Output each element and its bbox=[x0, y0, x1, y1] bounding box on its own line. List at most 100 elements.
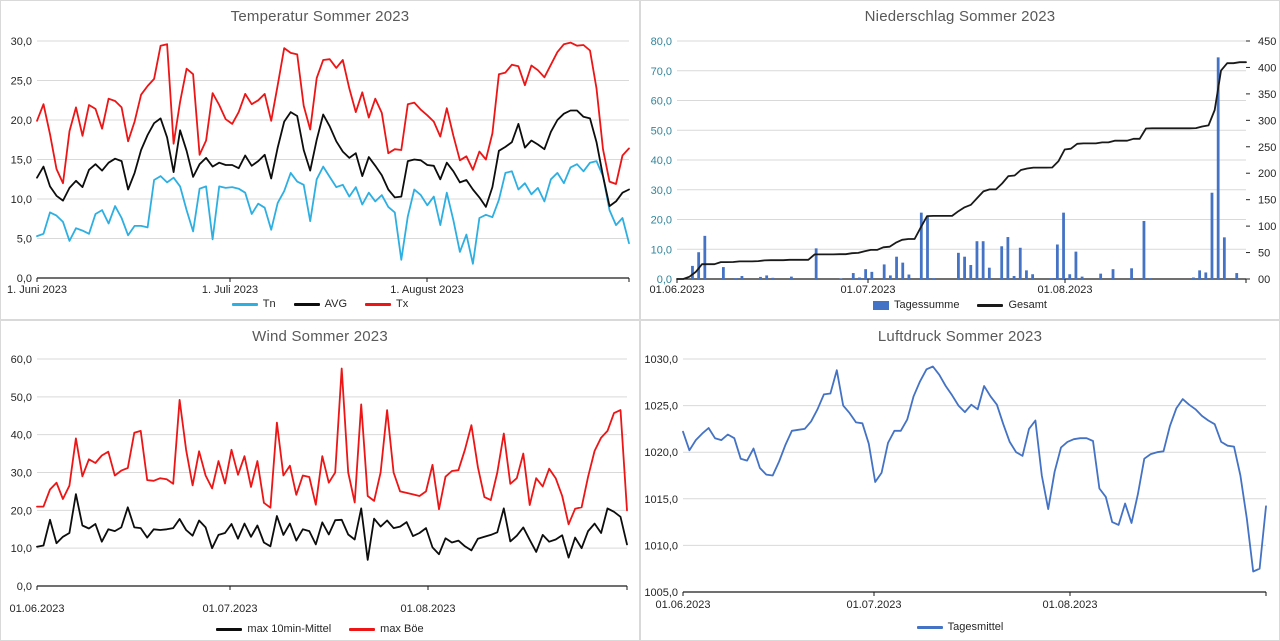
series-Tagesmittel bbox=[682, 365, 1267, 573]
legend-item-AVG: AVG bbox=[293, 298, 348, 310]
bar bbox=[1210, 192, 1214, 279]
y2-axis-label: 400 bbox=[1258, 62, 1276, 74]
bar bbox=[864, 269, 868, 279]
y2-axis-label: 450 bbox=[1258, 36, 1276, 48]
x-axis-label: 01.06.2023 bbox=[9, 603, 64, 615]
bar bbox=[1192, 277, 1195, 279]
y-axis-label: 10,0 bbox=[651, 244, 672, 256]
legend-swatch bbox=[916, 625, 943, 629]
bar bbox=[981, 241, 985, 279]
legend-item-Tx: Tx bbox=[365, 298, 408, 310]
bar bbox=[932, 278, 936, 279]
bar bbox=[919, 212, 923, 279]
y2-axis-label: 150 bbox=[1258, 195, 1276, 207]
x-axis-label: 01.07.2023 bbox=[840, 284, 895, 296]
bar bbox=[1006, 237, 1010, 279]
y-axis-label: 60,0 bbox=[651, 96, 672, 108]
x-axis-label: 01.06.2023 bbox=[649, 284, 704, 296]
niederschlag-legend: Tagessumme Gesamt bbox=[641, 299, 1279, 311]
luftdruck-chart-panel: Luftdruck Sommer 2023 1005,0 1010,0 1015,0… bbox=[640, 320, 1280, 641]
bar bbox=[765, 275, 769, 279]
y-axis-label: 5,0 bbox=[17, 234, 32, 246]
legend-swatch bbox=[977, 303, 1004, 307]
bar bbox=[1111, 269, 1115, 279]
temperatur-chart-panel: Temperatur Sommer 2023 0,0 5,0 10,0 15,0 20,… bbox=[0, 0, 640, 320]
y2-axis-label: 350 bbox=[1258, 89, 1276, 101]
niederschlag-chart-svg: 0,0 10,0 20,0 30,0 40,0 50,0 60,0 70,0 80,0 00 50 1… bbox=[649, 36, 1276, 296]
bar bbox=[1062, 212, 1065, 279]
bar bbox=[1148, 278, 1152, 279]
legend-item-max Böe: max Böe bbox=[349, 623, 424, 635]
bar bbox=[759, 276, 762, 279]
legend-label: AVG bbox=[324, 298, 348, 310]
bar bbox=[907, 274, 911, 279]
series-AVG bbox=[36, 109, 630, 208]
x-axis-label: 1. Juli 2023 bbox=[202, 284, 258, 296]
x-axis-label: 01.07.2023 bbox=[846, 599, 901, 611]
y-axis-label: 20,0 bbox=[11, 115, 32, 127]
y-axis-label: 1020,0 bbox=[644, 447, 678, 459]
bar bbox=[740, 276, 744, 279]
legend-item-Tagessumme: Tagessumme bbox=[873, 299, 959, 311]
series-max Böe bbox=[36, 367, 628, 526]
bar bbox=[691, 265, 694, 279]
bar bbox=[1068, 274, 1072, 279]
luftdruck-chart-title: Luftdruck Sommer 2023 bbox=[877, 328, 1043, 345]
bar bbox=[1074, 251, 1078, 279]
legend-item-Gesamt: Gesamt bbox=[977, 299, 1047, 311]
y-axis-label: 20,0 bbox=[11, 505, 32, 517]
legend-item-max 10min-Mittel: max 10min-Mittel bbox=[216, 623, 331, 635]
y-axis-label: 1025,0 bbox=[644, 401, 678, 413]
y2-axis-label: 250 bbox=[1258, 142, 1276, 154]
y-axis-label: 40,0 bbox=[11, 430, 32, 442]
y2-axis-label: 100 bbox=[1258, 221, 1276, 233]
bar bbox=[975, 241, 979, 279]
temperatur-legend: Tn AVG Tx bbox=[1, 298, 639, 310]
legend-item-Tagesmittel: Tagesmittel bbox=[916, 621, 1004, 633]
y-axis-label: 40,0 bbox=[651, 155, 672, 167]
y-axis-label: 10,0 bbox=[11, 194, 32, 206]
bar bbox=[957, 252, 960, 279]
series-Tagessumme bbox=[691, 57, 1239, 279]
x-axis-label: 1. Juni 2023 bbox=[7, 284, 67, 296]
bar bbox=[1025, 270, 1028, 279]
bar bbox=[987, 267, 991, 279]
legend-label: Tx bbox=[396, 298, 409, 310]
temperatur-chart-title: Temperatur Sommer 2023 bbox=[230, 8, 410, 25]
x-axis-label: 1. August 2023 bbox=[390, 284, 463, 296]
x-axis-label: 01.08.2023 bbox=[1042, 599, 1097, 611]
legend-swatch bbox=[873, 300, 890, 310]
y-axis-label: 25,0 bbox=[11, 76, 32, 88]
legend-label: Gesamt bbox=[1008, 299, 1047, 311]
legend-label: Tagesmittel bbox=[947, 621, 1004, 633]
niederschlag-chart-panel: Niederschlag Sommer 2023 0,0 10,0 20,0 30,0… bbox=[640, 0, 1280, 320]
niederschlag-chart-title: Niederschlag Sommer 2023 bbox=[864, 8, 1056, 25]
bar bbox=[1130, 268, 1133, 279]
y-axis-label: 70,0 bbox=[651, 66, 672, 78]
y-axis-label: 30,0 bbox=[651, 185, 672, 197]
bar bbox=[926, 216, 929, 279]
bar bbox=[888, 275, 892, 279]
bar bbox=[734, 278, 738, 279]
x-axis-label: 01.06.2023 bbox=[655, 599, 710, 611]
wind-chart-svg: 0,0 10,0 20,0 30,0 40,0 50,0 60,0 01.06.2023 01.… bbox=[9, 354, 628, 615]
bar bbox=[703, 235, 707, 279]
y2-axis-label: 00 bbox=[1258, 274, 1270, 286]
bar bbox=[1055, 244, 1059, 279]
bar bbox=[1099, 273, 1103, 279]
legend-label: max 10min-Mittel bbox=[247, 623, 332, 635]
legend-swatch bbox=[349, 627, 376, 631]
legend-swatch bbox=[365, 302, 392, 306]
bar bbox=[882, 264, 886, 279]
bar bbox=[895, 256, 898, 279]
bar bbox=[1204, 272, 1208, 279]
bar bbox=[1018, 247, 1022, 279]
bar bbox=[1012, 276, 1016, 279]
y2-axis-label: 200 bbox=[1258, 168, 1276, 180]
bar bbox=[839, 278, 843, 279]
bar bbox=[1222, 237, 1226, 279]
wind-chart-title: Wind Sommer 2023 bbox=[252, 328, 388, 345]
bar bbox=[870, 271, 874, 279]
y-axis-label: 1010,0 bbox=[644, 540, 678, 552]
